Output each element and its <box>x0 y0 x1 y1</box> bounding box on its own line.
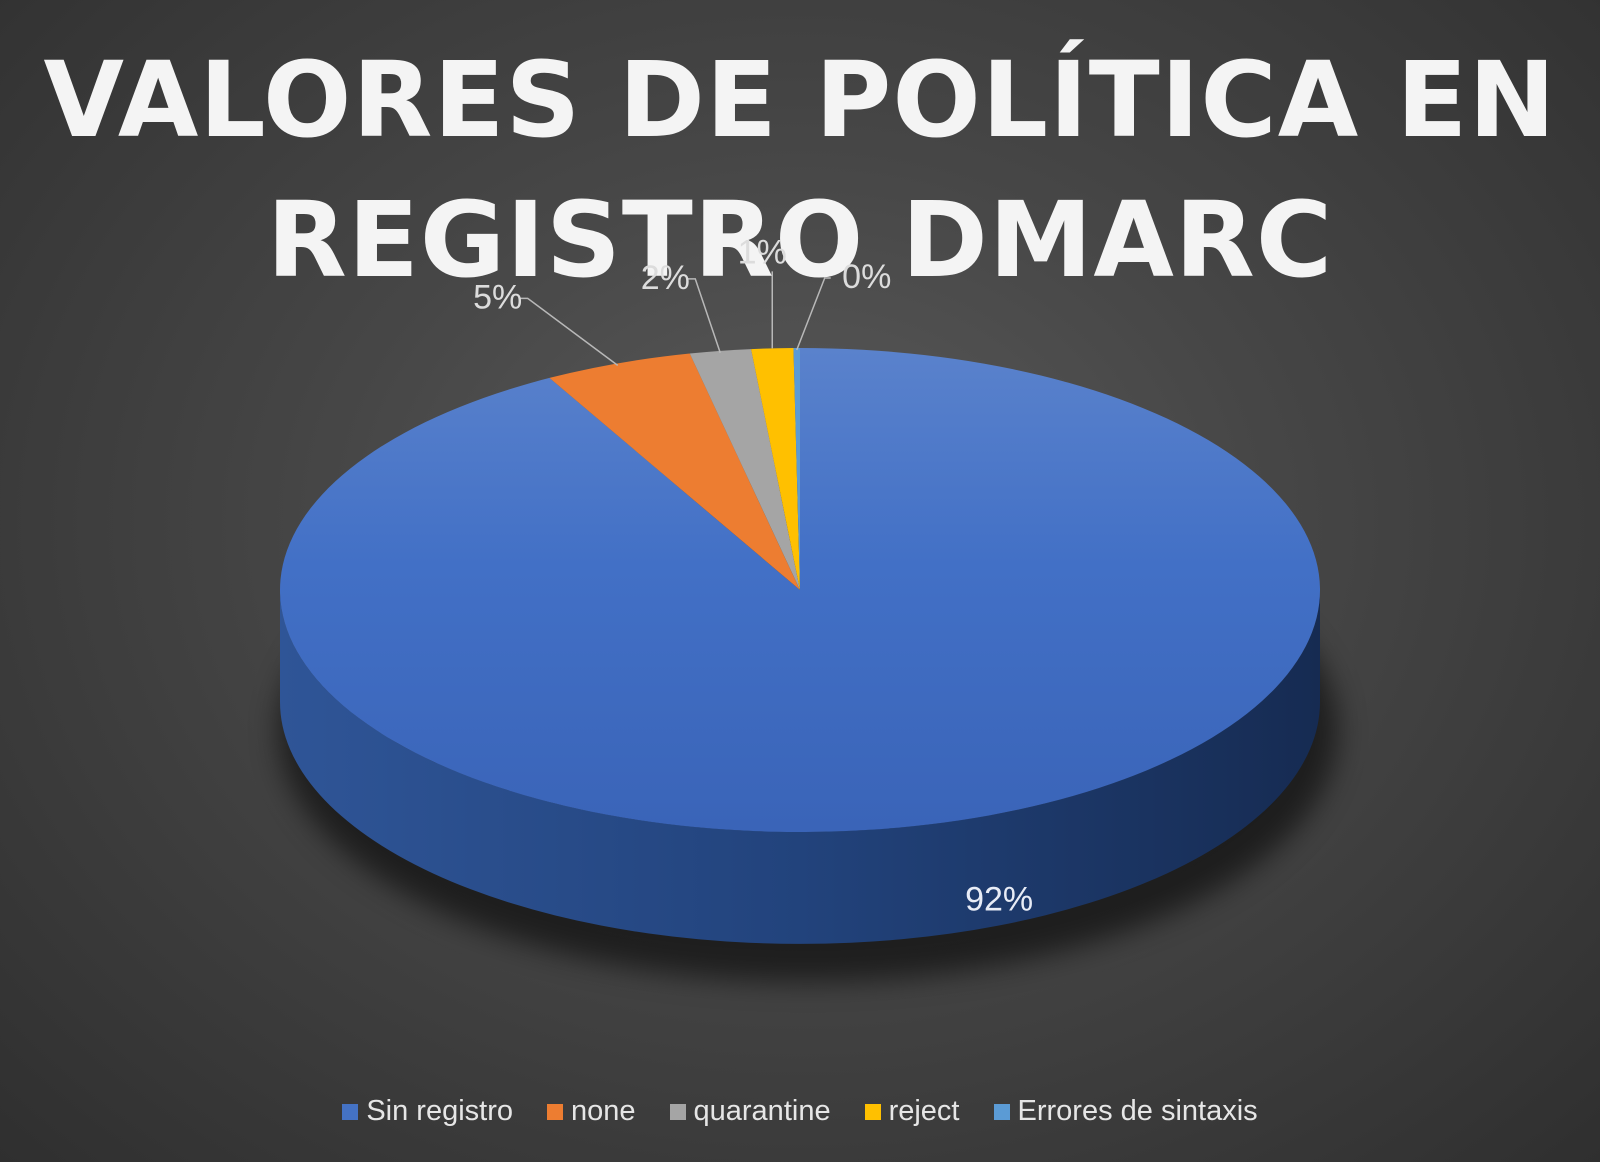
pie-side-wall <box>280 590 1320 944</box>
pie-slice-quarantine <box>689 349 800 590</box>
legend-label: Errores de sintaxis <box>1017 1095 1258 1127</box>
chart-title-line-2: REGISTRO DMARC <box>266 179 1334 301</box>
legend-swatch <box>864 1103 881 1120</box>
legend-item-quarantine[interactable]: quarantine <box>669 1095 831 1128</box>
legend-swatch <box>993 1103 1010 1120</box>
legend-label: reject <box>888 1095 960 1127</box>
data-label-reject: 1% <box>738 233 787 271</box>
legend-swatch <box>342 1103 359 1120</box>
legend-label: quarantine <box>693 1095 831 1127</box>
leader-line-errores-de-sintaxis <box>796 277 831 351</box>
legend-item-errores-de-sintaxis[interactable]: Errores de sintaxis <box>993 1095 1258 1128</box>
data-label-errores-de-sintaxis: 0% <box>842 258 891 296</box>
chart-title-line-1: VALORES DE POLÍTICA EN <box>43 39 1557 161</box>
data-label-quarantine: 2% <box>641 259 690 297</box>
data-label-none: 5% <box>473 278 522 316</box>
pie-slice-sin-registro <box>280 348 1321 832</box>
legend-swatch <box>669 1103 686 1120</box>
leader-line-quarantine <box>687 278 721 354</box>
pie-slice-reject <box>751 348 800 590</box>
legend-item-sin-registro[interactable]: Sin registro <box>342 1095 513 1128</box>
legend-swatch <box>547 1103 563 1120</box>
legend-label: Sin registro <box>366 1095 513 1127</box>
pie-layer: 92% 5% 2% 1% 0% <box>278 233 1338 982</box>
pie-slice-errores-de-sintaxis <box>793 348 800 590</box>
leader-line-none <box>519 297 619 366</box>
data-label-sin-registro: 92% <box>965 881 1033 919</box>
legend-item-none[interactable]: none <box>547 1095 636 1128</box>
legend: Sin registro none quarantine reject Erro… <box>0 1095 1600 1128</box>
chart-title: VALORES DE POLÍTICA EN REGISTRO DMARC <box>0 30 1600 310</box>
legend-item-reject[interactable]: reject <box>864 1095 960 1128</box>
pie-slice-none <box>549 353 800 590</box>
legend-label: none <box>571 1095 636 1127</box>
